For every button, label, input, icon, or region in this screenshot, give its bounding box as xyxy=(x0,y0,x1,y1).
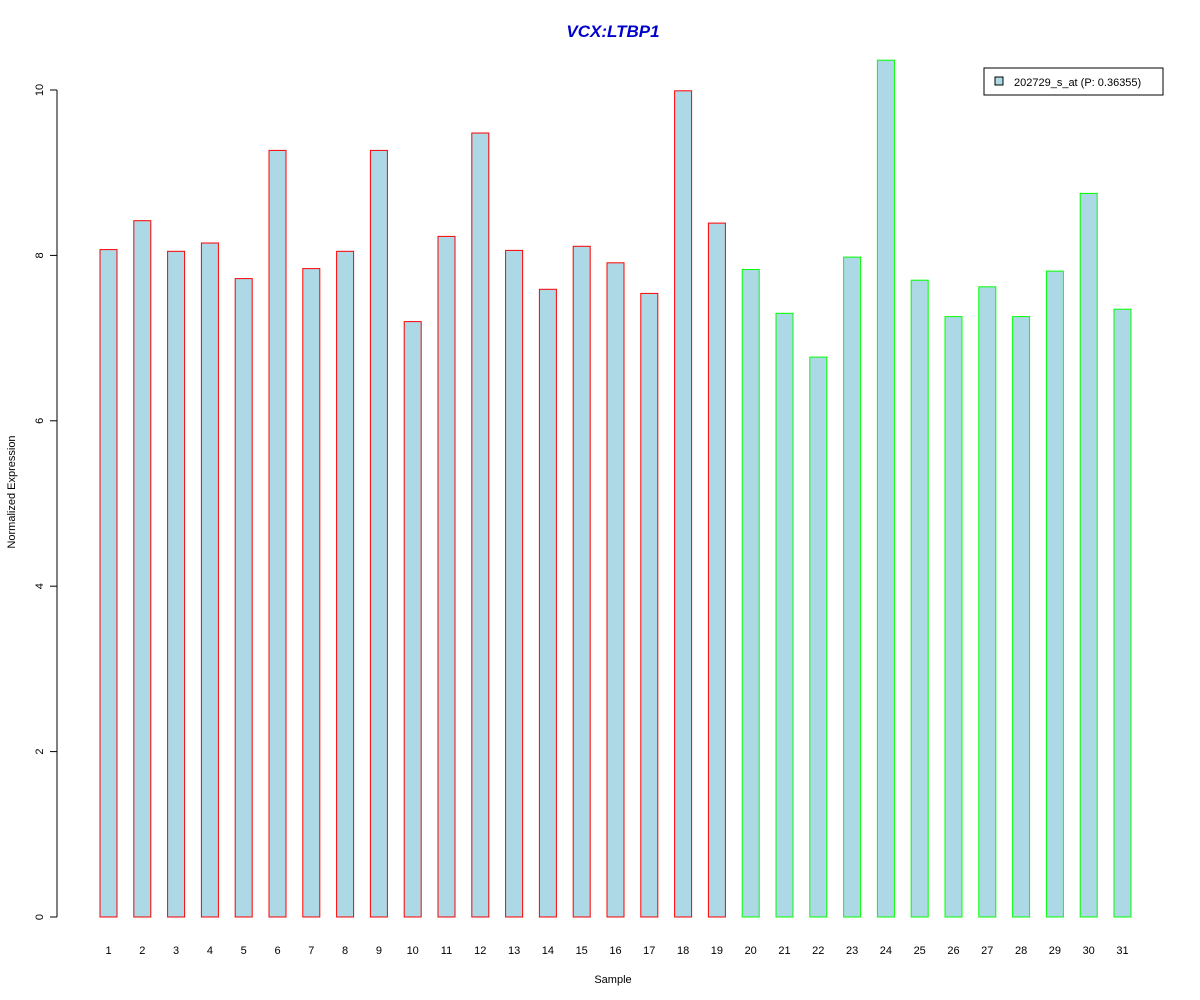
x-tick-label: 30 xyxy=(1083,945,1095,957)
chart-title: VCX:LTBP1 xyxy=(566,22,659,41)
x-tick-label: 28 xyxy=(1015,945,1027,957)
x-tick-label: 3 xyxy=(173,945,179,957)
bar-sample-15 xyxy=(572,245,591,918)
bar-sample-2 xyxy=(133,220,152,918)
bar-sample-29 xyxy=(1045,270,1064,918)
x-tick-label: 21 xyxy=(778,945,790,957)
bar-sample-7 xyxy=(302,268,321,918)
bar-sample-27 xyxy=(978,286,997,918)
bar-sample-16 xyxy=(606,262,625,918)
x-tick-label: 14 xyxy=(542,945,554,957)
bar-sample-30 xyxy=(1079,192,1098,918)
bar-sample-22 xyxy=(809,356,828,918)
bar-sample-6 xyxy=(268,149,287,918)
bar-sample-1 xyxy=(99,249,118,918)
x-tick-label: 13 xyxy=(508,945,520,957)
legend-entry-label: 202729_s_at (P: 0.36355) xyxy=(1014,77,1141,89)
x-tick-label: 11 xyxy=(441,945,452,957)
bar-sample-28 xyxy=(1012,316,1031,918)
x-tick-label: 7 xyxy=(308,945,314,957)
bar-sample-4 xyxy=(200,242,219,918)
x-tick-label: 15 xyxy=(576,945,588,957)
x-tick-label: 5 xyxy=(241,945,247,957)
x-tick-label: 6 xyxy=(274,945,280,957)
bar-sample-25 xyxy=(910,279,929,918)
x-tick-label: 26 xyxy=(947,945,959,957)
bars xyxy=(99,59,1132,918)
bar-sample-24 xyxy=(876,59,895,918)
bar-sample-20 xyxy=(741,269,760,918)
legend-box xyxy=(983,67,1164,96)
bar-sample-3 xyxy=(167,250,186,918)
legend-swatch xyxy=(994,76,1004,86)
x-tick-label: 16 xyxy=(609,945,621,957)
bar-sample-17 xyxy=(640,292,659,918)
x-tick-label: 10 xyxy=(407,945,419,957)
x-tick-label: 8 xyxy=(342,945,348,957)
bar-sample-14 xyxy=(538,288,557,918)
y-axis-label: Normalized Expression xyxy=(6,435,18,548)
bar-sample-13 xyxy=(505,249,524,918)
bar-sample-12 xyxy=(471,132,490,918)
x-tick-label: 22 xyxy=(812,945,824,957)
x-tick-label: 31 xyxy=(1116,945,1128,957)
x-tick-label: 17 xyxy=(643,945,655,957)
x-tick-label: 4 xyxy=(207,945,213,957)
bar-sample-23 xyxy=(843,256,862,918)
y-tick-label: 6 xyxy=(34,418,46,424)
x-tick-label: 19 xyxy=(711,945,723,957)
x-tick-label: 20 xyxy=(745,945,757,957)
bar-sample-18 xyxy=(674,90,693,918)
x-tick-label: 29 xyxy=(1049,945,1061,957)
y-tick-label: 8 xyxy=(34,252,46,258)
y-axis: 0 2 4 6 8 10 xyxy=(34,84,58,920)
x-tick-label: 1 xyxy=(105,945,111,957)
x-axis-tick-labels: 1 2 3 4 5 6 7 8 9 10 11 12 13 14 15 16 17 18 19 20 21 22 23 24 2… xyxy=(105,945,1128,957)
bar-sample-10 xyxy=(403,321,422,918)
bar-sample-21 xyxy=(775,312,794,918)
bar-sample-5 xyxy=(234,278,253,918)
x-tick-label: 23 xyxy=(846,945,858,957)
legend: 202729_s_at (P: 0.36355) xyxy=(983,67,1164,96)
x-tick-label: 25 xyxy=(914,945,926,957)
bar-sample-26 xyxy=(944,316,963,918)
bar-sample-9 xyxy=(369,149,388,918)
x-tick-label: 12 xyxy=(474,945,486,957)
x-axis-label: Sample xyxy=(594,974,631,986)
x-tick-label: 2 xyxy=(139,945,145,957)
y-tick-label: 2 xyxy=(34,749,46,755)
x-tick-label: 9 xyxy=(376,945,382,957)
bar-sample-31 xyxy=(1113,308,1132,918)
y-tick-label: 4 xyxy=(34,583,46,589)
bar-sample-11 xyxy=(437,235,456,918)
x-tick-label: 27 xyxy=(981,945,993,957)
bar-sample-19 xyxy=(707,222,726,918)
bar-sample-8 xyxy=(336,250,355,918)
y-tick-label: 10 xyxy=(34,84,46,96)
x-tick-label: 24 xyxy=(880,945,892,957)
y-tick-label: 0 xyxy=(34,914,46,920)
x-tick-label: 18 xyxy=(677,945,689,957)
